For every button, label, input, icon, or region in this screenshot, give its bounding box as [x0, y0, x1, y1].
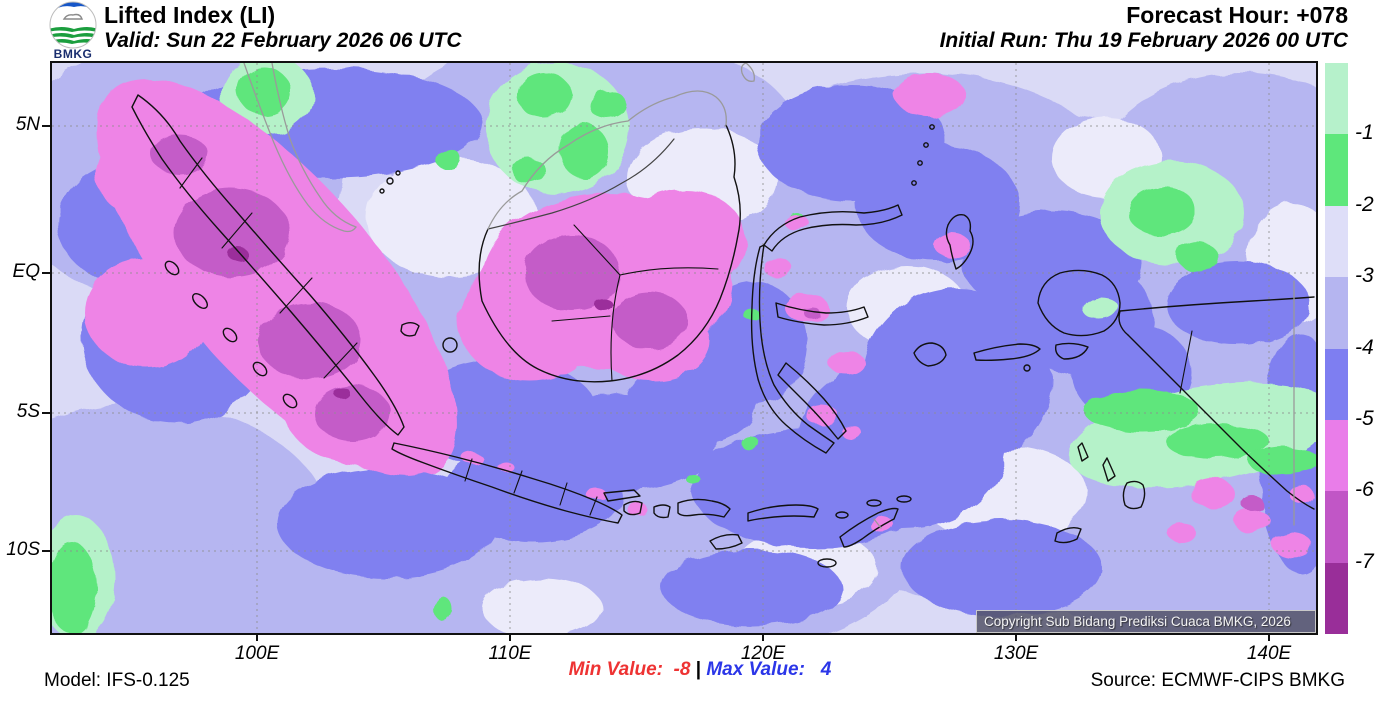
bmkg-logo-icon [49, 1, 97, 49]
lon-tick-110E [509, 633, 511, 641]
lat-tick-10S [42, 550, 50, 552]
lon-tick-120E [762, 633, 764, 641]
graticule [52, 63, 1316, 633]
colorbar-segment-1 [1325, 134, 1348, 206]
source-label: Source: ECMWF-CIPS BMKG [1090, 670, 1345, 691]
minmax-line: Min Value: -8 | Max Value: 4 [0, 659, 1400, 681]
colorbar-label--2: -2 [1355, 192, 1374, 216]
lon-label-110E: 110E [488, 643, 532, 664]
lat-label-EQ: EQ [12, 261, 40, 282]
lat-tick-EQ [42, 272, 50, 274]
colorbar-label--7: -7 [1355, 549, 1374, 573]
colorbar-segment-2 [1325, 205, 1348, 278]
colorbar-label--5: -5 [1355, 406, 1374, 430]
min-value-label: Min Value: -8 [568, 659, 691, 680]
lat-label-10S: 10S [6, 539, 40, 560]
model-label: Model: IFS-0.125 [44, 670, 190, 691]
colorbar-segment-5 [1325, 419, 1348, 492]
colorbar-label--3: -3 [1355, 264, 1374, 288]
forecast-hour: Forecast Hour: +078 [1126, 2, 1348, 28]
page-title: Lifted Index (LI) [104, 2, 276, 28]
lon-label-140E: 140E [1246, 643, 1292, 664]
lon-tick-100E [256, 633, 258, 641]
colorbar-segment-3 [1325, 277, 1348, 349]
copyright-overlay: Copyright Sub Bidang Prediksi Cuaca BMKG… [976, 610, 1316, 633]
lon-tick-130E [1015, 633, 1017, 641]
colorbar-label--4: -4 [1355, 335, 1374, 359]
li-colorbar [1325, 63, 1348, 634]
coastlines-foreign [243, 63, 1295, 529]
colorbar-label--1: -1 [1355, 121, 1374, 145]
lon-label-120E: 120E [740, 643, 786, 664]
colorbar-segment-4 [1325, 348, 1348, 420]
bmkg-logo-text: BMKG [53, 47, 93, 61]
lat-tick-5S [42, 412, 50, 414]
lat-tick-5N [42, 125, 50, 127]
lon-tick-140E [1268, 633, 1270, 641]
lon-label-100E: 100E [234, 643, 280, 664]
colorbar-segment-7 [1325, 562, 1348, 634]
lon-label-130E: 130E [993, 643, 1039, 664]
valid-time: Valid: Sun 22 February 2026 06 UTC [104, 29, 462, 52]
map-area: Copyright Sub Bidang Prediksi Cuaca BMKG… [50, 61, 1318, 635]
colorbar-label--6: -6 [1355, 478, 1374, 502]
lat-label-5N: 5N [15, 114, 40, 135]
minmax-separator: | [695, 659, 702, 680]
li-contour-map [52, 63, 1316, 633]
coastlines-indonesia [131, 94, 1315, 568]
bmkg-logo: BMKG [44, 1, 102, 61]
initial-run: Initial Run: Thu 19 February 2026 00 UTC [939, 29, 1348, 52]
colorbar-segment-0 [1325, 63, 1348, 135]
colorbar-segment-6 [1325, 491, 1348, 563]
lat-label-5S: 5S [16, 401, 40, 422]
li-color-field [52, 63, 1316, 633]
max-value-label: Max Value: 4 [706, 659, 832, 680]
